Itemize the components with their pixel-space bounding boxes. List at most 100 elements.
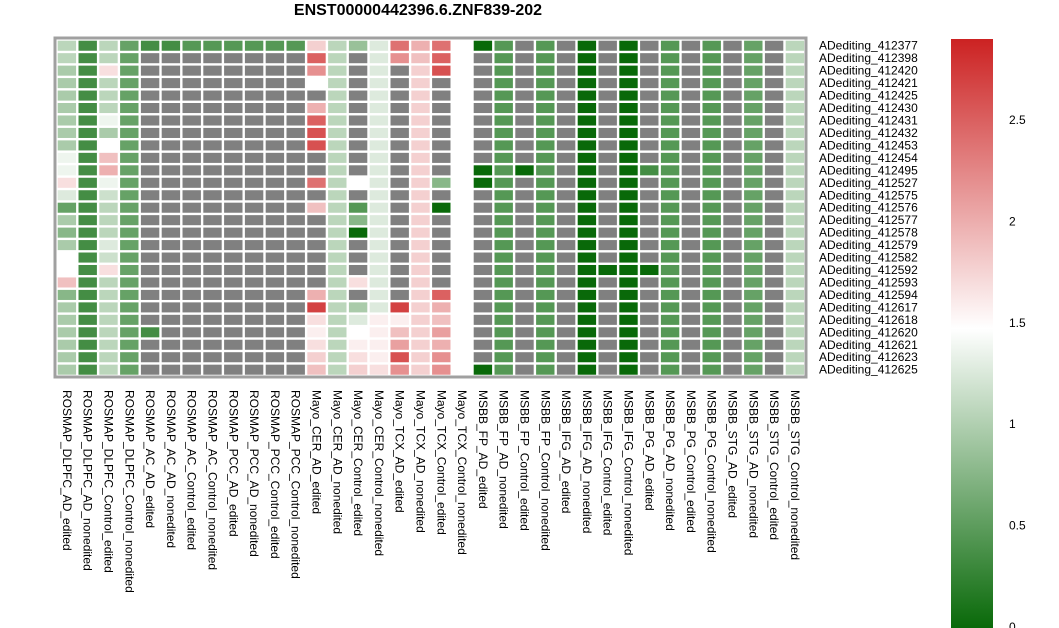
heatmap-cell bbox=[702, 140, 721, 151]
heatmap-cell bbox=[452, 227, 472, 238]
heatmap-cell bbox=[764, 240, 784, 251]
heatmap-cell bbox=[224, 339, 243, 350]
heatmap-cell bbox=[785, 289, 805, 300]
heatmap-cell bbox=[723, 127, 742, 138]
heatmap-cell bbox=[744, 90, 763, 101]
heatmap-cell bbox=[307, 314, 326, 325]
heatmap-cell bbox=[286, 339, 305, 350]
heatmap-cell bbox=[515, 202, 534, 213]
heatmap-cell bbox=[764, 40, 784, 51]
row-label: ADediting_412576 bbox=[819, 201, 918, 215]
row-label: ADediting_412454 bbox=[819, 151, 918, 165]
heatmap-cell bbox=[328, 339, 347, 350]
heatmap-cell bbox=[619, 302, 638, 313]
heatmap-cell bbox=[99, 127, 118, 138]
heatmap-cell bbox=[660, 78, 680, 89]
heatmap-cell bbox=[99, 264, 118, 276]
heatmap-cell bbox=[515, 352, 534, 363]
heatmap-cell bbox=[577, 152, 597, 163]
heatmap-cell bbox=[390, 289, 409, 300]
heatmap-cell bbox=[328, 364, 347, 375]
heatmap-cell bbox=[203, 227, 222, 238]
heatmap-cell bbox=[348, 352, 368, 363]
heatmap-cell bbox=[723, 314, 742, 325]
row-label: ADediting_412495 bbox=[819, 163, 918, 177]
heatmap-cell bbox=[764, 327, 784, 338]
heatmap-cell bbox=[161, 127, 181, 138]
heatmap-cell bbox=[536, 352, 555, 363]
heatmap-cell bbox=[744, 190, 763, 201]
heatmap-cell bbox=[619, 152, 638, 163]
heatmap-cell bbox=[702, 165, 721, 176]
heatmap-cell bbox=[78, 177, 97, 188]
heatmap-cell bbox=[432, 140, 451, 151]
heatmap-cell bbox=[702, 240, 721, 251]
heatmap-cell bbox=[120, 352, 139, 363]
heatmap-cell bbox=[140, 78, 160, 89]
heatmap-cell bbox=[619, 264, 638, 276]
heatmap-cell bbox=[57, 289, 77, 300]
heatmap-cell bbox=[411, 352, 430, 363]
heatmap-cell bbox=[744, 65, 763, 76]
heatmap-cell bbox=[328, 103, 347, 114]
row-label: ADediting_412430 bbox=[819, 101, 918, 115]
heatmap-cell bbox=[598, 227, 617, 238]
heatmap-cell bbox=[515, 252, 534, 263]
heatmap-cell bbox=[619, 202, 638, 213]
heatmap-cell bbox=[265, 78, 285, 89]
heatmap-cell bbox=[785, 240, 805, 251]
heatmap-cell bbox=[660, 314, 680, 325]
heatmap-cell bbox=[411, 289, 430, 300]
heatmap-cell bbox=[577, 252, 597, 263]
heatmap-cell bbox=[203, 215, 222, 226]
heatmap-cell bbox=[140, 140, 160, 151]
heatmap-cell bbox=[307, 352, 326, 363]
heatmap-cell bbox=[265, 140, 285, 151]
heatmap-cell bbox=[785, 65, 805, 76]
heatmap-cell bbox=[57, 103, 77, 114]
heatmap-cell bbox=[785, 127, 805, 138]
heatmap-cell bbox=[390, 364, 409, 375]
heatmap-cell bbox=[577, 327, 597, 338]
heatmap-cell bbox=[744, 152, 763, 163]
heatmap-cell bbox=[556, 127, 576, 138]
heatmap-cell bbox=[723, 140, 742, 151]
heatmap-cell bbox=[369, 215, 389, 226]
heatmap-cell bbox=[744, 302, 763, 313]
heatmap-cell bbox=[598, 339, 617, 350]
heatmap-cell bbox=[265, 364, 285, 375]
heatmap-cell bbox=[390, 240, 409, 251]
heatmap-cell bbox=[785, 177, 805, 188]
heatmap-cell bbox=[556, 115, 576, 126]
row-label: ADediting_412453 bbox=[819, 138, 918, 152]
heatmap-cell bbox=[723, 302, 742, 313]
heatmap-cell bbox=[348, 289, 368, 300]
heatmap-cell bbox=[369, 202, 389, 213]
heatmap-cell bbox=[224, 302, 243, 313]
heatmap-cell bbox=[660, 227, 680, 238]
heatmap-cell bbox=[307, 289, 326, 300]
heatmap-cell bbox=[348, 277, 368, 288]
heatmap-cell bbox=[598, 352, 617, 363]
heatmap-cell bbox=[723, 177, 742, 188]
heatmap-cell bbox=[494, 314, 513, 325]
heatmap-cell bbox=[494, 252, 513, 263]
heatmap-cell bbox=[702, 53, 721, 64]
heatmap-cell bbox=[120, 78, 139, 89]
heatmap-cell bbox=[161, 240, 181, 251]
heatmap-cell bbox=[99, 227, 118, 238]
heatmap-cell bbox=[702, 202, 721, 213]
heatmap-cell bbox=[556, 202, 576, 213]
heatmap-cell bbox=[432, 289, 451, 300]
heatmap-cell bbox=[369, 53, 389, 64]
heatmap-cell bbox=[78, 40, 97, 51]
heatmap-cell bbox=[203, 140, 222, 151]
column-label: MSBB_FP_AD_edited bbox=[476, 390, 490, 509]
column-label: Mayo_CER_AD_nonedited bbox=[330, 390, 344, 534]
heatmap-cell bbox=[203, 165, 222, 176]
heatmap-cell bbox=[369, 103, 389, 114]
heatmap-cell bbox=[307, 215, 326, 226]
heatmap-cell bbox=[452, 140, 472, 151]
heatmap-cell bbox=[515, 78, 534, 89]
heatmap-cell bbox=[702, 40, 721, 51]
